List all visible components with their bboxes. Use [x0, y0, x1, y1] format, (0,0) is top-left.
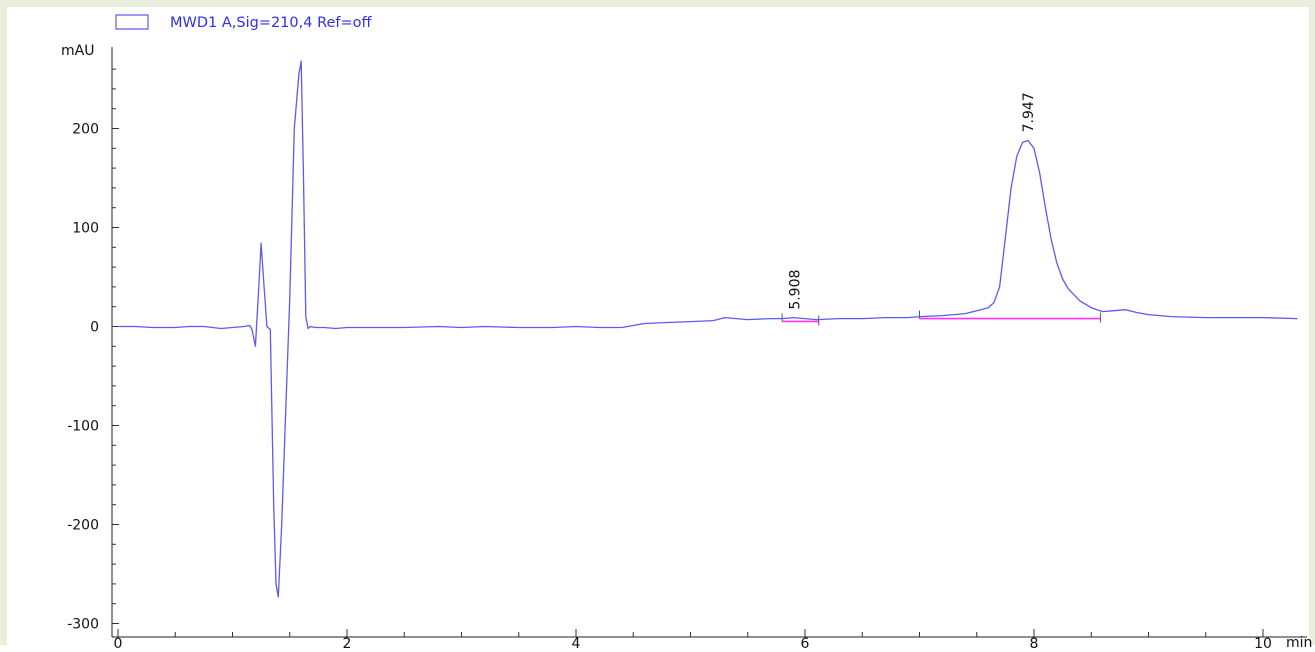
y-axis-unit: mAU	[61, 43, 94, 59]
legend-label: MWD1 A,Sig=210,4 Ref=off	[170, 15, 373, 31]
peak-baselines	[781, 310, 1101, 326]
peak-rt-label: 7.947	[1021, 92, 1037, 132]
legend-swatch	[115, 14, 149, 30]
chromatogram-chart: MWD1 A,Sig=210,4 Ref=off mAU min -300-20…	[61, 14, 1312, 652]
series-line	[118, 60, 1298, 598]
x-tick-label: 6	[801, 636, 810, 652]
y-tick-label: 0	[90, 320, 99, 336]
x-tick-label: 8	[1030, 636, 1039, 652]
peak-rt-label: 5.908	[787, 270, 803, 310]
series-layer	[118, 60, 1298, 598]
axes: -300 -200 -100 0 100 200 0 2 4 6 8 10	[67, 47, 1307, 652]
x-tick-label: 10	[1254, 636, 1272, 652]
x-tick-label: 0	[114, 636, 123, 652]
y-tick-label: -100	[67, 419, 99, 435]
y-tick-label: 100	[72, 221, 99, 237]
legend: MWD1 A,Sig=210,4 Ref=off	[115, 14, 373, 31]
y-tick-label: -300	[67, 617, 99, 633]
y-tick-label: -200	[67, 518, 99, 534]
y-tick-label: 200	[72, 122, 99, 138]
x-tick-label: 2	[343, 636, 352, 652]
peak-labels: 5.908 7.947	[787, 92, 1036, 309]
x-tick-label: 4	[572, 636, 581, 652]
